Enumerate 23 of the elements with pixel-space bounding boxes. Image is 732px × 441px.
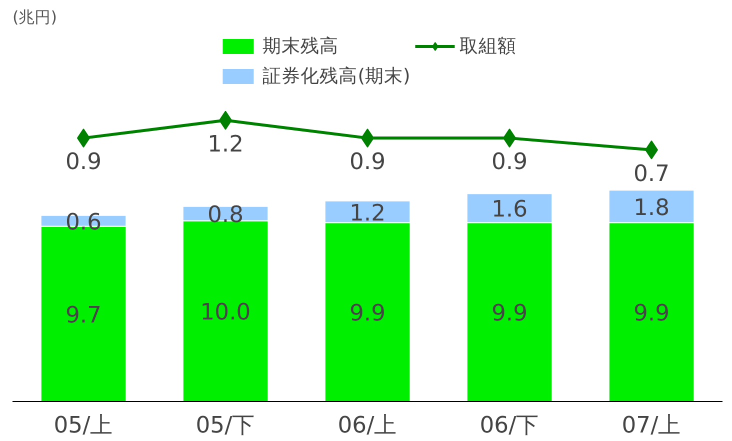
legend-label: 取組額 xyxy=(459,35,516,59)
data-label: 1.8 xyxy=(633,194,670,221)
data-label: 1.6 xyxy=(491,196,528,223)
legend-label: 期末残高 xyxy=(262,35,339,59)
x-tick-label: 06/下 xyxy=(480,412,540,438)
data-label: 0.8 xyxy=(207,202,244,228)
data-label: 10.0 xyxy=(200,300,251,326)
data-label: 0.7 xyxy=(633,160,670,187)
legend-label: 証券化残高(期末) xyxy=(262,65,410,89)
x-tick-label: 07/上 xyxy=(622,412,682,438)
data-label: 9.9 xyxy=(633,300,670,327)
data-label: 1.2 xyxy=(349,200,386,226)
data-label: 9.7 xyxy=(65,302,102,328)
data-label: 1.2 xyxy=(207,131,244,158)
data-label: 9.9 xyxy=(491,300,528,327)
x-tick-label: 05/上 xyxy=(54,412,114,438)
data-label: 9.9 xyxy=(349,300,386,327)
data-label: 0.9 xyxy=(491,149,528,176)
x-tick-label: 06/上 xyxy=(338,412,398,438)
text: (兆円) xyxy=(12,8,57,26)
data-label: 0.9 xyxy=(349,149,386,176)
x-tick-label: 05/下 xyxy=(196,412,256,438)
data-label: 0.9 xyxy=(65,149,102,176)
